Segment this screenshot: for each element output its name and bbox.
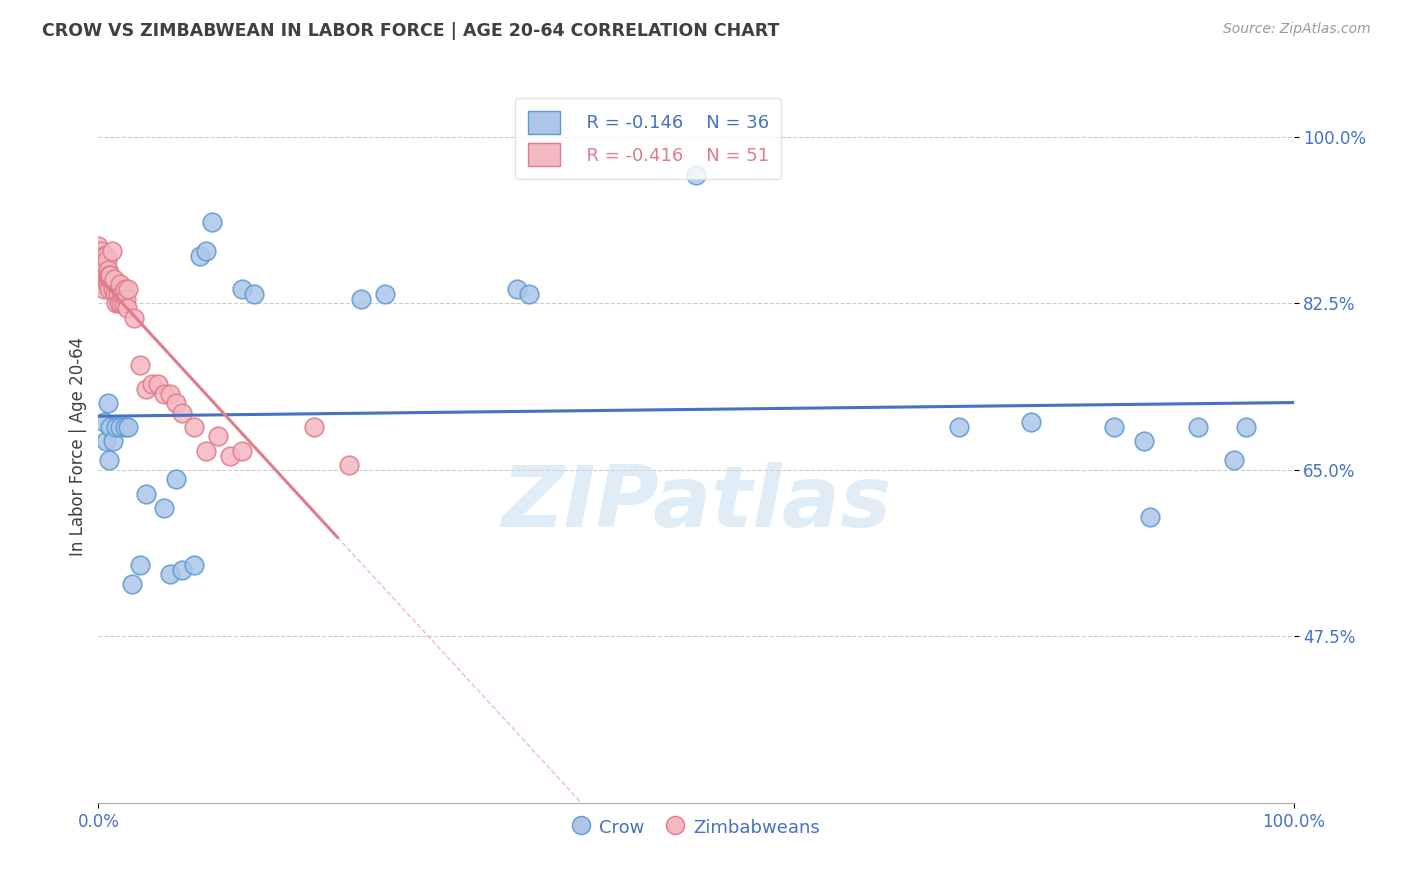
- Point: [1133, 434, 1156, 449]
- Point: [165, 396, 187, 410]
- Point: [98, 453, 121, 467]
- Point: [101, 282, 124, 296]
- Point: [135, 486, 157, 500]
- Point: [339, 458, 361, 472]
- Point: [98, 272, 122, 286]
- Point: [172, 406, 194, 420]
- Point: [207, 429, 229, 443]
- Point: [103, 272, 125, 286]
- Point: [97, 396, 120, 410]
- Point: [104, 286, 127, 301]
- Point: [97, 263, 120, 277]
- Point: [153, 500, 176, 515]
- Point: [201, 215, 224, 229]
- Point: [1139, 510, 1161, 524]
- Point: [159, 567, 181, 582]
- Point: [93, 282, 115, 296]
- Point: [101, 434, 124, 449]
- Point: [98, 420, 122, 434]
- Point: [89, 253, 111, 268]
- Point: [135, 382, 157, 396]
- Point: [350, 292, 373, 306]
- Point: [111, 286, 134, 301]
- Point: [172, 563, 194, 577]
- Point: [153, 386, 176, 401]
- Point: [517, 286, 540, 301]
- Point: [948, 420, 970, 434]
- Point: [105, 296, 128, 310]
- Point: [94, 249, 117, 263]
- Point: [112, 296, 135, 310]
- Point: [685, 168, 707, 182]
- Point: [94, 434, 117, 449]
- Point: [93, 415, 115, 429]
- Point: [107, 286, 129, 301]
- Point: [117, 282, 139, 296]
- Point: [121, 577, 143, 591]
- Point: [98, 268, 122, 282]
- Point: [105, 420, 128, 434]
- Point: [302, 420, 325, 434]
- Point: [231, 282, 253, 296]
- Y-axis label: In Labor Force | Age 20-64: In Labor Force | Age 20-64: [69, 336, 87, 556]
- Point: [114, 420, 136, 434]
- Point: [96, 272, 118, 286]
- Point: [183, 558, 205, 572]
- Point: [195, 443, 218, 458]
- Legend: Crow, Zimbabweans: Crow, Zimbabweans: [565, 811, 827, 844]
- Point: [129, 358, 152, 372]
- Point: [1019, 415, 1042, 429]
- Point: [108, 420, 131, 434]
- Point: [1187, 420, 1209, 434]
- Point: [188, 249, 211, 263]
- Point: [94, 268, 117, 282]
- Point: [110, 296, 132, 310]
- Point: [96, 253, 118, 268]
- Point: [165, 472, 187, 486]
- Point: [90, 277, 112, 292]
- Point: [100, 244, 122, 258]
- Point: [107, 296, 129, 310]
- Point: [141, 377, 163, 392]
- Point: [91, 249, 114, 263]
- Point: [98, 282, 121, 296]
- Point: [506, 282, 529, 296]
- Point: [108, 277, 131, 292]
- Point: [183, 420, 205, 434]
- Point: [159, 386, 181, 401]
- Point: [91, 263, 114, 277]
- Point: [195, 244, 218, 258]
- Point: [1234, 420, 1257, 434]
- Point: [1104, 420, 1126, 434]
- Point: [374, 286, 396, 301]
- Point: [124, 310, 146, 325]
- Point: [148, 377, 170, 392]
- Point: [91, 272, 114, 286]
- Point: [98, 268, 121, 282]
- Point: [115, 301, 138, 315]
- Point: [115, 292, 138, 306]
- Point: [93, 263, 115, 277]
- Text: CROW VS ZIMBABWEAN IN LABOR FORCE | AGE 20-64 CORRELATION CHART: CROW VS ZIMBABWEAN IN LABOR FORCE | AGE …: [42, 22, 779, 40]
- Point: [243, 286, 266, 301]
- Text: Source: ZipAtlas.com: Source: ZipAtlas.com: [1223, 22, 1371, 37]
- Text: ZIPatlas: ZIPatlas: [501, 461, 891, 545]
- Point: [90, 244, 112, 258]
- Point: [117, 420, 139, 434]
- Point: [97, 277, 120, 292]
- Point: [114, 282, 136, 296]
- Point: [91, 272, 114, 286]
- Point: [1223, 453, 1246, 467]
- Point: [129, 558, 152, 572]
- Point: [231, 443, 253, 458]
- Point: [87, 239, 110, 253]
- Point: [219, 449, 242, 463]
